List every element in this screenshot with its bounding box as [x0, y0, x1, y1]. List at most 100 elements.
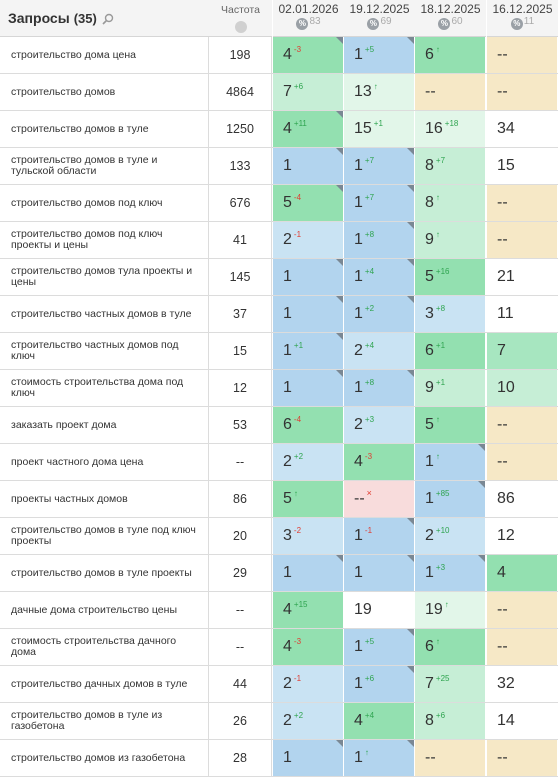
position-cell[interactable]: 11	[487, 296, 558, 332]
position-cell[interactable]: 7 +6	[273, 74, 344, 110]
position-cell[interactable]: --	[487, 444, 558, 480]
position-cell[interactable]: 1 +4	[344, 259, 415, 295]
position-cell[interactable]: 6 ↑	[415, 629, 486, 665]
position-cell[interactable]: 1 +8	[344, 370, 415, 406]
position-cell[interactable]: --	[487, 407, 558, 443]
position-cell[interactable]: 4 -3	[344, 444, 415, 480]
position-cell[interactable]: 1 +3	[415, 555, 486, 591]
position-cell[interactable]: 1	[273, 370, 344, 406]
position-cell[interactable]: 1 ↑	[344, 740, 415, 776]
frequency-column-header[interactable]: Частота	[209, 0, 272, 37]
position-cell[interactable]: 3 +8	[415, 296, 486, 332]
position-cell[interactable]: --	[487, 37, 558, 73]
position-cell[interactable]: 1	[344, 555, 415, 591]
date-column-header[interactable]: 02.01.2026% 83	[273, 0, 344, 37]
position-cell[interactable]: 5 ↑	[273, 481, 344, 517]
position-cell[interactable]: 6 ↑	[415, 37, 486, 73]
position-cell[interactable]: 1	[273, 296, 344, 332]
position-cell[interactable]: 7	[487, 333, 558, 369]
position-cell[interactable]: --	[487, 740, 558, 776]
position-cell[interactable]: --	[487, 185, 558, 221]
position-cell[interactable]: 2 +4	[344, 333, 415, 369]
position-cell[interactable]: 7 +25	[415, 666, 486, 702]
position-cell[interactable]: 15	[487, 148, 558, 184]
position-cell[interactable]: 15 +1	[344, 111, 415, 147]
query-text[interactable]: заказать проект дома	[0, 407, 209, 443]
query-text[interactable]: строительство домов из газобетона	[0, 740, 209, 776]
position-cell[interactable]: --	[487, 629, 558, 665]
position-cell[interactable]: 21	[487, 259, 558, 295]
position-cell[interactable]: --	[415, 740, 486, 776]
position-cell[interactable]: 1 +7	[344, 185, 415, 221]
position-cell[interactable]: 1 +7	[344, 148, 415, 184]
position-cell[interactable]: 1 +5	[344, 37, 415, 73]
position-cell[interactable]: 4	[487, 555, 558, 591]
query-text[interactable]: строительство дачных домов в туле	[0, 666, 209, 702]
query-text[interactable]: строительство частных домов в туле	[0, 296, 209, 332]
position-cell[interactable]: 6 -4	[273, 407, 344, 443]
query-text[interactable]: строительство домов	[0, 74, 209, 110]
position-cell[interactable]: 2 +2	[273, 444, 344, 480]
position-cell[interactable]: -- ×	[344, 481, 415, 517]
position-cell[interactable]: 2 +10	[415, 518, 486, 554]
position-cell[interactable]: 19 ↑	[415, 592, 486, 628]
position-cell[interactable]: 4 +11	[273, 111, 344, 147]
search-icon[interactable]	[102, 12, 114, 25]
position-cell[interactable]: 13 ↑	[344, 74, 415, 110]
position-cell[interactable]: 1	[273, 148, 344, 184]
position-cell[interactable]: 86	[487, 481, 558, 517]
position-cell[interactable]: 1	[273, 740, 344, 776]
position-cell[interactable]: 1	[273, 259, 344, 295]
query-text[interactable]: стоимость строительства дачного дома	[0, 629, 209, 665]
position-cell[interactable]: 5 ↑	[415, 407, 486, 443]
query-text[interactable]: проект частного дома цена	[0, 444, 209, 480]
position-cell[interactable]: 5 -4	[273, 185, 344, 221]
position-cell[interactable]: 8 +7	[415, 148, 486, 184]
position-cell[interactable]: --	[487, 592, 558, 628]
query-text[interactable]: проекты частных домов	[0, 481, 209, 517]
query-text[interactable]: строительство домов в туле и тульской об…	[0, 148, 209, 184]
position-cell[interactable]: 8 ↑	[415, 185, 486, 221]
position-cell[interactable]: 34	[487, 111, 558, 147]
position-cell[interactable]: 1 +5	[344, 629, 415, 665]
position-cell[interactable]: 6 +1	[415, 333, 486, 369]
query-text[interactable]: строительство частных домов под ключ	[0, 333, 209, 369]
position-cell[interactable]: 2 -1	[273, 666, 344, 702]
position-cell[interactable]: 1 +85	[415, 481, 486, 517]
query-text[interactable]: строительство домов в туле проекты	[0, 555, 209, 591]
position-cell[interactable]: 1	[273, 555, 344, 591]
position-cell[interactable]: 4 +4	[344, 703, 415, 739]
position-cell[interactable]: 10	[487, 370, 558, 406]
query-text[interactable]: строительство домов тула проекты и цены	[0, 259, 209, 295]
position-cell[interactable]: 1 +1	[273, 333, 344, 369]
date-column-header[interactable]: 18.12.2025% 60	[415, 0, 486, 37]
query-text[interactable]: строительство домов в туле под ключ прое…	[0, 518, 209, 554]
position-cell[interactable]: 19	[344, 592, 415, 628]
position-cell[interactable]: 5 +16	[415, 259, 486, 295]
position-cell[interactable]: 1 +6	[344, 666, 415, 702]
position-cell[interactable]: 3 -2	[273, 518, 344, 554]
position-cell[interactable]: 32	[487, 666, 558, 702]
query-text[interactable]: строительство домов под ключ	[0, 185, 209, 221]
position-cell[interactable]: 1 +2	[344, 296, 415, 332]
position-cell[interactable]: 1 +8	[344, 222, 415, 258]
position-cell[interactable]: 1 ↑	[415, 444, 486, 480]
position-cell[interactable]: 14	[487, 703, 558, 739]
query-text[interactable]: дачные дома строительство цены	[0, 592, 209, 628]
position-cell[interactable]: 8 +6	[415, 703, 486, 739]
position-cell[interactable]: 9 ↑	[415, 222, 486, 258]
date-column-header[interactable]: 16.12.2025% 11	[487, 0, 558, 37]
date-column-header[interactable]: 19.12.2025% 69	[344, 0, 415, 37]
position-cell[interactable]: 16 +18	[415, 111, 486, 147]
position-cell[interactable]: 4 -3	[273, 629, 344, 665]
query-text[interactable]: строительство домов в туле из газобетона	[0, 703, 209, 739]
position-cell[interactable]: 12	[487, 518, 558, 554]
query-text[interactable]: строительство домов в туле	[0, 111, 209, 147]
position-cell[interactable]: 2 +2	[273, 703, 344, 739]
position-cell[interactable]: 9 +1	[415, 370, 486, 406]
position-cell[interactable]: --	[487, 222, 558, 258]
position-cell[interactable]: 2 +3	[344, 407, 415, 443]
queries-column-header[interactable]: Запросы (35)	[0, 0, 209, 37]
position-cell[interactable]: --	[415, 74, 486, 110]
position-cell[interactable]: 2 -1	[273, 222, 344, 258]
